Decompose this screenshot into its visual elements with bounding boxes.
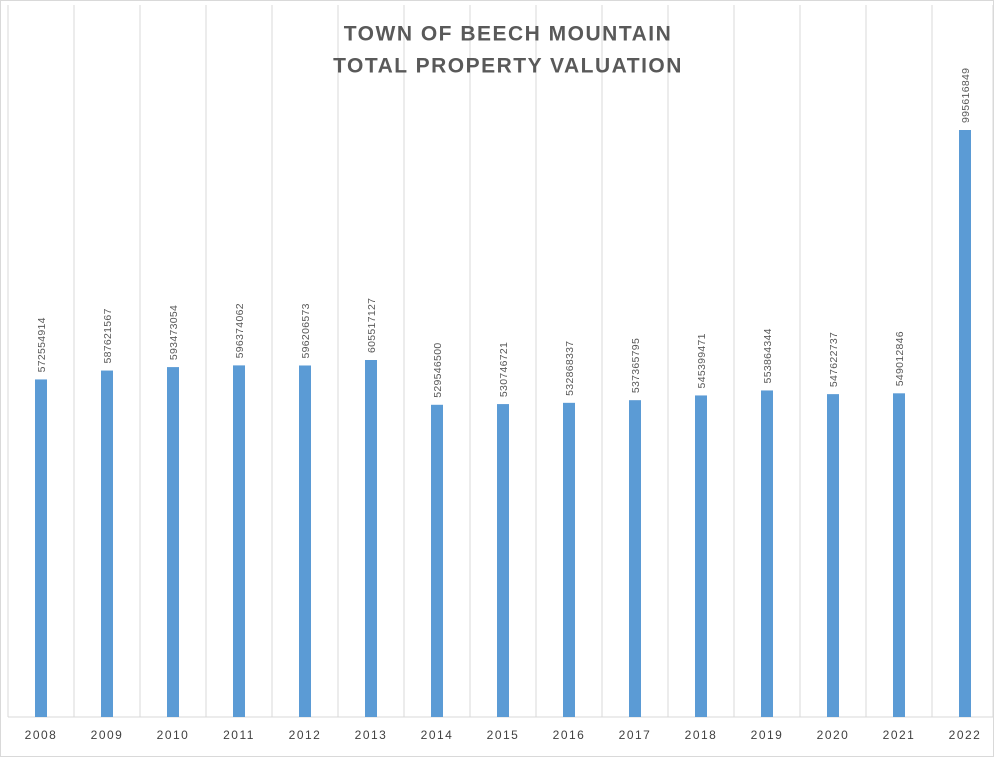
bar	[35, 379, 47, 717]
bar	[893, 393, 905, 717]
x-tick-label: 2018	[685, 728, 718, 742]
x-tick-label: 2021	[883, 728, 916, 742]
bar	[629, 400, 641, 717]
data-label: 553864344	[762, 328, 774, 383]
chart-title: TOTAL PROPERTY VALUATION	[333, 55, 683, 78]
data-label: 587621567	[102, 308, 114, 363]
data-label: 572554914	[36, 317, 48, 372]
bar	[959, 130, 971, 717]
x-tick-label: 2010	[157, 728, 190, 742]
data-label: 537365795	[630, 338, 642, 393]
x-tick-label: 2013	[355, 728, 388, 742]
data-label: 596374062	[234, 303, 246, 358]
bar	[827, 394, 839, 717]
x-tick-label: 2009	[91, 728, 124, 742]
bar	[167, 367, 179, 717]
data-label: 530746721	[498, 342, 510, 397]
bar	[695, 395, 707, 717]
data-label: 593473054	[168, 305, 180, 360]
data-label: 545399471	[696, 333, 708, 388]
bar	[299, 365, 311, 717]
x-tick-label: 2020	[817, 728, 850, 742]
data-label: 547622737	[828, 332, 840, 387]
bar	[233, 365, 245, 717]
data-label: 529546500	[432, 343, 444, 398]
bar	[101, 370, 113, 717]
chart-title: TOWN OF BEECH MOUNTAIN	[344, 23, 673, 46]
data-label: 605517127	[366, 298, 378, 353]
x-tick-label: 2015	[487, 728, 520, 742]
bar	[365, 359, 377, 717]
bar	[563, 402, 575, 717]
bar	[761, 390, 773, 717]
x-tick-label: 2014	[421, 728, 454, 742]
x-tick-label: 2012	[289, 728, 322, 742]
bar	[497, 404, 509, 717]
data-label: 549012846	[894, 331, 906, 386]
data-label: 596206573	[300, 303, 312, 358]
x-tick-label: 2008	[25, 728, 58, 742]
x-tick-label: 2019	[751, 728, 784, 742]
data-label: 532868337	[564, 341, 576, 396]
data-label: 995616849	[960, 68, 972, 123]
bar	[431, 404, 443, 717]
x-tick-label: 2017	[619, 728, 652, 742]
x-tick-label: 2011	[223, 728, 255, 742]
x-tick-label: 2022	[949, 728, 982, 742]
x-tick-label: 2016	[553, 728, 586, 742]
